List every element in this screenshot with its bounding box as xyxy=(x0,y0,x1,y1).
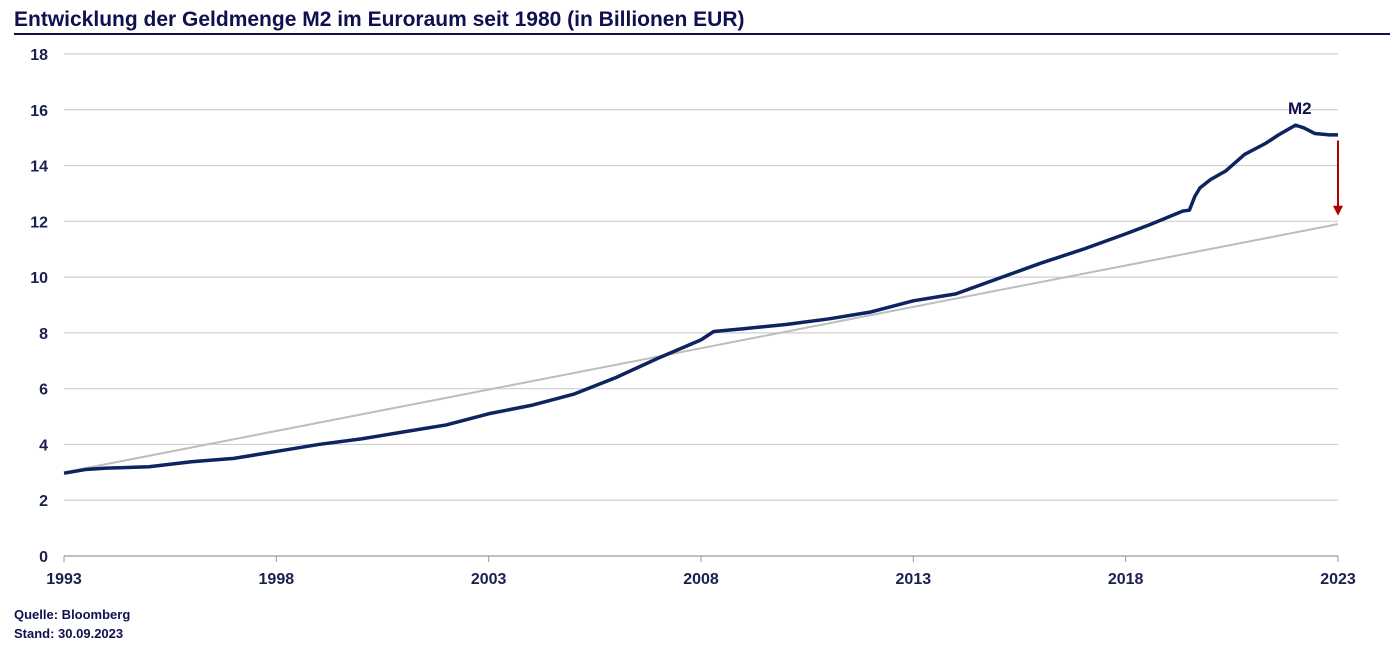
source-note: Quelle: Bloomberg xyxy=(14,607,131,622)
y-tick-label: 6 xyxy=(39,382,48,399)
x-tick-label: 2003 xyxy=(471,571,507,588)
x-tick-label: 1993 xyxy=(46,571,82,588)
title-underline xyxy=(14,33,1390,35)
y-tick-label: 8 xyxy=(39,326,48,343)
x-tick-label: 2013 xyxy=(896,571,932,588)
y-tick-label: 4 xyxy=(39,437,48,454)
x-tick-label: 2018 xyxy=(1108,571,1144,588)
x-tick-label: 2023 xyxy=(1320,571,1356,588)
y-tick-label: 14 xyxy=(30,159,48,176)
y-tick-label: 12 xyxy=(30,214,48,231)
series-line-m2 xyxy=(63,123,1338,475)
arrow-head-icon xyxy=(1333,205,1343,216)
date-note: Stand: 30.09.2023 xyxy=(14,626,124,641)
series-label-m2: M2 xyxy=(1288,99,1312,118)
trend-line xyxy=(63,223,1339,474)
x-tick-label: 2008 xyxy=(683,571,719,588)
y-tick-label: 0 xyxy=(39,549,48,566)
chart-title: Entwicklung der Geldmenge M2 im Euroraum… xyxy=(14,8,745,31)
y-tick-label: 10 xyxy=(30,270,48,287)
y-tick-label: 16 xyxy=(30,103,48,120)
y-tick-label: 18 xyxy=(30,47,48,64)
y-tick-label: 2 xyxy=(39,493,48,510)
x-tick-label: 1998 xyxy=(259,571,295,588)
